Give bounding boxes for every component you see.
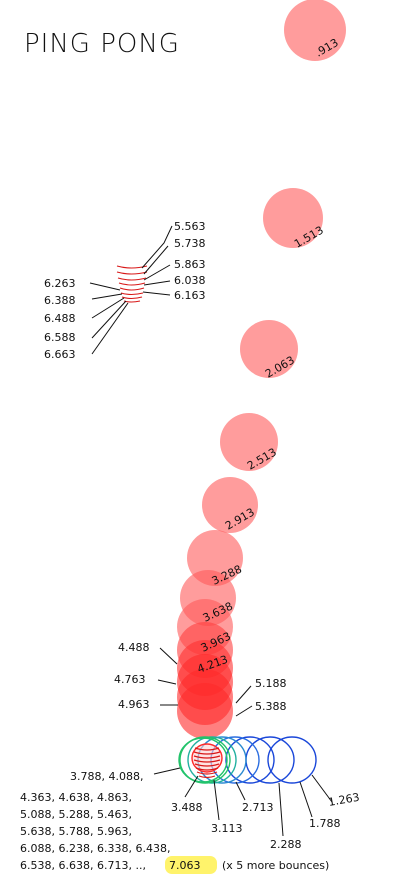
bottom-labels: 3.488 3.113 2.713 2.288 1.788 1.263 xyxy=(171,791,361,851)
time-label: 6.588 xyxy=(44,331,76,344)
final-time: 7.063 xyxy=(169,859,201,872)
ball-1 xyxy=(284,0,346,61)
page-title: PING PONG xyxy=(24,29,180,59)
left-times: 4.488 4.763 4.963 xyxy=(114,641,150,711)
trace-ring xyxy=(245,736,295,784)
ball-13 xyxy=(177,683,233,739)
time-label: 2.288 xyxy=(270,838,302,851)
trace-ring xyxy=(267,736,317,784)
footer-line: 4.363, 4.638, 4.863, xyxy=(20,791,132,804)
time-label: 5.863 xyxy=(174,258,206,271)
trace-ring xyxy=(225,736,275,784)
time-label: 1.788 xyxy=(309,817,341,830)
time-label: 3.113 xyxy=(211,822,243,835)
ball-3 xyxy=(240,320,298,378)
time-label: 6.263 xyxy=(44,277,76,290)
trace-ring xyxy=(178,737,228,783)
upper-right-times: 5.563 5.738 5.863 6.038 6.163 xyxy=(174,220,206,302)
time-label: 4.963 xyxy=(118,698,150,711)
bottom-pointers xyxy=(153,767,333,837)
left-pointers xyxy=(157,647,178,706)
footer-line: 6.538, 6.638, 6.713, .., xyxy=(20,859,146,872)
time-label: 6.388 xyxy=(44,294,76,307)
time-label: 5.563 xyxy=(174,220,206,233)
time-label: 4.763 xyxy=(114,673,146,686)
footer-line: 6.088, 6.238, 6.338, 6.438, xyxy=(20,842,170,855)
final-time-highlight xyxy=(165,856,217,874)
right-pointers xyxy=(235,685,253,717)
footer-times: 3.788, 4.088, 4.363, 4.638, 4.863, 5.088… xyxy=(20,770,170,872)
ball-2 xyxy=(263,188,323,248)
floor-squash-lines xyxy=(193,747,221,779)
upper-left-times: 6.263 6.388 6.488 6.588 6.663 xyxy=(44,277,76,361)
falling-balls xyxy=(177,0,346,739)
footer-line: 3.788, 4.088, xyxy=(70,770,143,783)
time-label: 3.488 xyxy=(171,801,203,814)
upper-left-pointers xyxy=(89,282,129,355)
trace-ring xyxy=(179,736,231,784)
time-label: 1.263 xyxy=(327,791,360,809)
time-label: 6.038 xyxy=(174,274,206,287)
time-label: 6.163 xyxy=(174,289,206,302)
time-label: 4.488 xyxy=(118,641,150,654)
time-label: 6.488 xyxy=(44,312,76,325)
ball-4 xyxy=(220,413,278,471)
time-label: 5.738 xyxy=(174,237,206,250)
more-bounces-note: (x 5 more bounces) xyxy=(222,859,329,872)
right-times: 5.188 5.388 xyxy=(255,677,287,713)
time-label: 5.188 xyxy=(255,677,287,690)
time-label: 5.388 xyxy=(255,700,287,713)
time-label: 2.713 xyxy=(242,801,274,814)
upper-right-pointers xyxy=(141,225,173,296)
upper-bounce-trace xyxy=(116,265,148,303)
trace-ring xyxy=(187,736,237,784)
footer-line: 5.638, 5.788, 5.963, xyxy=(20,825,132,838)
ball-5 xyxy=(202,477,258,533)
footer-line: 5.088, 5.288, 5.463, xyxy=(20,808,132,821)
time-label: 6.663 xyxy=(44,348,76,361)
